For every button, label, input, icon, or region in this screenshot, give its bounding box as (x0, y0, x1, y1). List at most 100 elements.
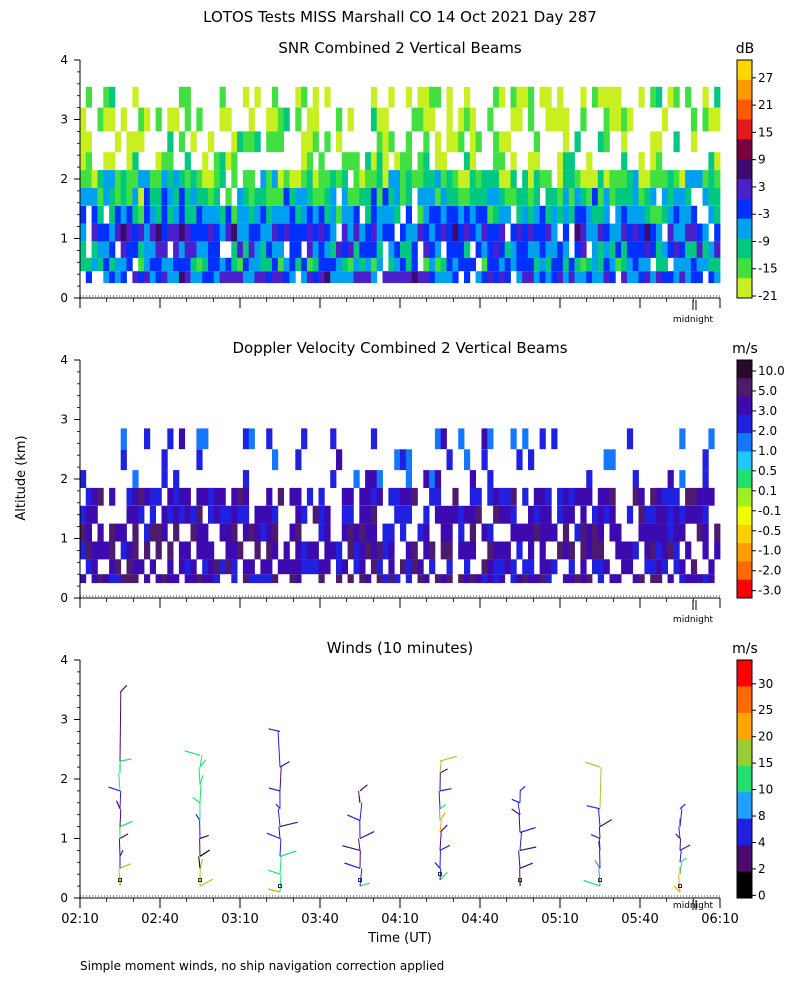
heatmap-cell (493, 170, 500, 188)
heatmap-cell (557, 505, 564, 524)
heatmap-cell (446, 449, 453, 471)
heatmap-cell (504, 187, 511, 206)
heatmap-cell (533, 152, 540, 170)
heatmap-cell (161, 205, 168, 224)
heatmap-cell (632, 470, 639, 488)
heatmap-cell (580, 257, 587, 272)
heatmap-cell (283, 107, 290, 132)
heatmap-cell (242, 271, 250, 284)
heatmap-cell (644, 505, 651, 524)
heatmap-cell (685, 170, 692, 188)
heatmap-cell (644, 187, 651, 206)
heatmap-cell (621, 107, 628, 132)
wind-barb (585, 761, 601, 768)
heatmap-cell (551, 559, 558, 575)
heatmap-cell (237, 223, 244, 242)
heatmap-cell (458, 257, 465, 272)
heatmap-cell (626, 541, 634, 560)
heatmap-cell (202, 487, 209, 506)
heatmap-cell (161, 152, 168, 170)
heatmap-cell (149, 523, 156, 542)
heatmap-cell (667, 187, 674, 206)
heatmap-cell (714, 241, 721, 258)
wind-barb (344, 862, 361, 869)
wind-stem (198, 856, 201, 869)
heatmap-cell (685, 487, 692, 506)
heatmap-cell (208, 559, 215, 575)
heatmap-cell (621, 241, 628, 258)
heatmap-cell (149, 205, 156, 224)
heatmap-cell (208, 131, 215, 153)
heatmap-cell (208, 187, 215, 206)
heatmap-cell (650, 574, 657, 584)
heatmap-cell (656, 86, 663, 108)
heatmap-cell (504, 131, 511, 153)
heatmap-cell (196, 541, 203, 560)
heatmap-cell (656, 152, 663, 170)
colorbar-tick-label: 20 (758, 730, 773, 744)
heatmap-cell (388, 170, 395, 188)
heatmap-cell (551, 523, 558, 542)
heatmap-cell (400, 559, 407, 575)
heatmap-cell (667, 523, 674, 542)
wind-barb (594, 860, 601, 869)
heatmap-cell (464, 107, 471, 132)
heatmap-cell (231, 559, 238, 575)
heatmap-cell (213, 574, 220, 584)
heatmap-cell (120, 271, 127, 284)
heatmap-cell (126, 559, 133, 575)
heatmap-cell (650, 241, 657, 258)
heatmap-cell (173, 470, 180, 488)
heatmap-cell (632, 257, 639, 272)
heatmap-cell (504, 241, 511, 258)
heatmap-cell (475, 170, 482, 188)
heatmap-cell (493, 86, 500, 108)
heatmap-cell (452, 170, 459, 188)
heatmap-cell (615, 86, 622, 108)
heatmap-cell (690, 223, 698, 242)
heatmap-cell (237, 241, 244, 258)
heatmap-cell (231, 241, 238, 258)
heatmap-cell (272, 205, 279, 224)
heatmap-cell (248, 241, 255, 258)
heatmap-cell (632, 487, 639, 506)
heatmap-cell (155, 223, 162, 242)
heatmap-cell (306, 271, 314, 284)
wind-quality-marker (678, 884, 682, 888)
heatmap-cell (382, 271, 389, 284)
x-tick-label: 02:10 (61, 912, 98, 927)
heatmap-cell (202, 241, 209, 258)
wind-stem (598, 826, 601, 839)
heatmap-cell (370, 107, 378, 132)
heatmap-cell (365, 487, 372, 506)
heatmap-cell (574, 187, 581, 206)
colorbar-swatch (737, 79, 752, 101)
heatmap-cell (312, 257, 319, 272)
heatmap-cell (452, 223, 459, 242)
heatmap-cell (237, 131, 244, 153)
heatmap-cell (714, 541, 721, 560)
colorbar-swatch (737, 433, 752, 452)
heatmap-cell (481, 574, 488, 584)
heatmap-cell (85, 505, 92, 524)
wind-stem (119, 808, 122, 827)
wind-barb (268, 869, 281, 875)
heatmap-cell (673, 257, 680, 272)
heatmap-cell (528, 152, 535, 170)
wind-barb (119, 833, 129, 840)
heatmap-cell (283, 170, 290, 188)
heatmap-cell (498, 574, 506, 584)
heatmap-cell (487, 241, 494, 258)
heatmap-cell (324, 271, 331, 284)
heatmap-cell (120, 541, 127, 560)
heatmap-cell (574, 170, 581, 188)
heatmap-cell (196, 505, 203, 524)
heatmap-cell (149, 223, 156, 242)
heatmap-cell (365, 523, 372, 542)
heatmap-cell (661, 523, 668, 542)
heatmap-cell (475, 574, 482, 584)
panel-title-doppler: Doppler Velocity Combined 2 Vertical Bea… (232, 339, 567, 357)
heatmap-cell (219, 271, 226, 284)
heatmap-cell (545, 170, 552, 188)
